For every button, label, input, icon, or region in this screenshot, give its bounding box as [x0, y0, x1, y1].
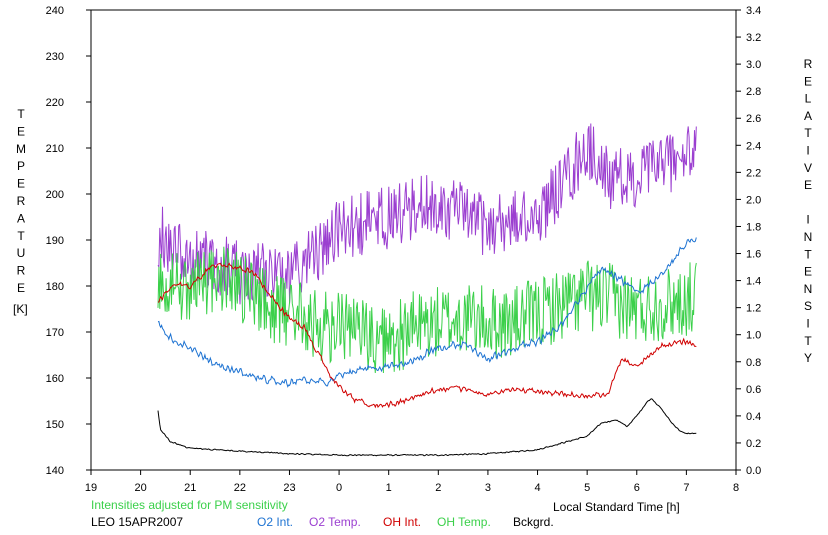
y-right-tick-label: 3.0 [746, 59, 761, 71]
left-axis-letter: E [17, 281, 25, 295]
y-right-tick-label: 2.4 [746, 140, 761, 152]
x-tick-label: 19 [85, 482, 97, 494]
y-left-tick-label: 160 [46, 373, 64, 385]
right-axis-letter: S [804, 299, 812, 313]
right-axis-letter: V [804, 161, 812, 175]
x-tick-label: 23 [283, 482, 295, 494]
y-right-tick-label: 1.6 [746, 249, 761, 261]
right-axis-letter: I [806, 213, 809, 227]
left-axis-letter: T [17, 107, 25, 121]
y-right-tick-label: 0.0 [746, 465, 761, 477]
left-axis-letter: M [16, 142, 26, 156]
y-right-tick-label: 2.8 [746, 86, 761, 98]
left-axis-letter: R [17, 264, 26, 278]
x-tick-label: 1 [386, 482, 392, 494]
y-left-tick-label: 230 [46, 51, 64, 63]
right-axis-letter: E [804, 178, 812, 192]
y-left-tick-label: 180 [46, 281, 64, 293]
left-axis-letter: E [17, 124, 25, 138]
adjustment-note: Intensities adjusted for PM sensitivity [91, 498, 288, 512]
legend-bckgrd: Bckgrd. [513, 515, 554, 529]
y-right-tick-label: 3.4 [746, 5, 761, 17]
right-axis-letter: I [806, 144, 809, 158]
right-axis-letter: I [806, 317, 809, 331]
right-axis-letter: T [804, 126, 812, 140]
left-axis-letter: P [17, 159, 25, 173]
y-left-tick-label: 240 [46, 5, 64, 17]
y-right-tick-label: 1.2 [746, 303, 761, 315]
right-axis-letter: N [804, 282, 813, 296]
plot-frame [90, 9, 737, 471]
series-bckgrd-line [157, 398, 697, 457]
y-right-tick-label: 0.4 [746, 411, 761, 423]
right-axis-letter: T [804, 247, 812, 261]
left-y-axis: 140 150 160 170 180 190 200 210 220 230 240 [46, 5, 91, 477]
x-tick-label: 0 [336, 482, 342, 494]
right-axis-letter: R [804, 57, 813, 71]
legend-oh-temp: OH Temp. [437, 515, 491, 529]
right-y-axis: 0.0 0.2 0.4 0.6 0.8 1.0 1.2 1.4 1.6 1.8 2.0 2.2 2.4 2… [736, 5, 761, 477]
legend-oh-int: OH Int. [383, 515, 422, 529]
left-axis-letter: A [17, 211, 25, 225]
y-right-tick-label: 2.0 [746, 194, 761, 206]
left-axis-letter: R [17, 194, 26, 208]
y-left-tick-label: 190 [46, 235, 64, 247]
y-left-tick-label: 220 [46, 97, 64, 109]
y-right-tick-label: 0.6 [746, 384, 761, 396]
right-axis-letter: A [804, 109, 812, 123]
right-axis-letter: E [804, 74, 812, 88]
legend-o2-int: O2 Int. [257, 515, 294, 529]
y-right-tick-label: 1.8 [746, 221, 761, 233]
y-left-tick-label: 170 [46, 327, 64, 339]
y-right-tick-label: 2.6 [746, 113, 761, 125]
series-layer [157, 123, 697, 457]
x-tick-label: 5 [584, 482, 590, 494]
x-tick-label: 22 [234, 482, 246, 494]
x-tick-label: 2 [435, 482, 441, 494]
y-right-tick-label: 1.0 [746, 330, 761, 342]
right-axis-letter: E [804, 265, 812, 279]
x-tick-label: 8 [733, 482, 739, 494]
y-left-tick-label: 210 [46, 143, 64, 155]
series-o2-int-line [157, 237, 697, 388]
x-tick-label: 3 [485, 482, 491, 494]
y-right-tick-label: 2.2 [746, 167, 761, 179]
y-right-tick-label: 0.2 [746, 438, 761, 450]
y-left-tick-label: 140 [46, 465, 64, 477]
y-left-tick-label: 200 [46, 189, 64, 201]
left-axis-letter: E [17, 177, 25, 191]
series-oh-temp-line [157, 246, 697, 374]
left-axis-letter: U [17, 246, 26, 260]
x-axis-title: Local Standard Time [h] [553, 500, 680, 514]
y-left-tick-label: 150 [46, 419, 64, 431]
right-axis-letter: T [804, 334, 812, 348]
y-right-tick-label: 0.8 [746, 357, 761, 369]
left-axis-letter: T [17, 229, 25, 243]
x-tick-label: 7 [683, 482, 689, 494]
series-oh-int-line [157, 262, 697, 409]
station-date: LEO 15APR2007 [91, 515, 184, 529]
x-tick-label: 21 [184, 482, 196, 494]
x-tick-label: 20 [134, 482, 146, 494]
y-right-tick-label: 3.2 [746, 32, 761, 44]
right-axis-letter: Y [804, 351, 812, 365]
y-right-tick-label: 1.4 [746, 276, 761, 288]
x-tick-label: 4 [534, 482, 540, 494]
right-axis-letter: L [805, 92, 812, 106]
x-axis: 19 20 21 22 23 0 1 2 3 4 5 6 7 8 [85, 470, 739, 494]
right-axis-letter: N [804, 230, 813, 244]
left-axis-unit: [K] [13, 302, 28, 316]
legend-o2-temp: O2 Temp. [309, 515, 361, 529]
x-tick-label: 6 [634, 482, 640, 494]
